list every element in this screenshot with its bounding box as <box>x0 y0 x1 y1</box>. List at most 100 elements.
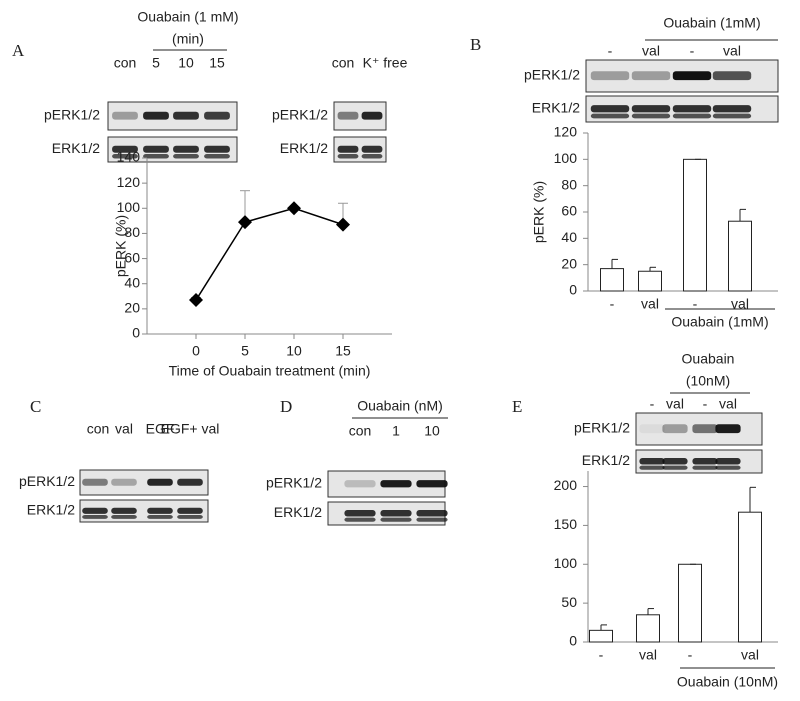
band <box>82 507 108 514</box>
band <box>631 71 671 81</box>
lane-label: val <box>723 43 741 59</box>
band <box>112 111 138 120</box>
band <box>416 510 448 517</box>
lane-label: val <box>642 43 660 59</box>
row-label: ERK1/2 <box>274 504 322 520</box>
lane-label: con <box>87 421 110 437</box>
blot-header: Ouabain (1 mM) <box>137 9 238 25</box>
band <box>337 145 359 153</box>
band <box>692 465 718 470</box>
band <box>712 71 752 81</box>
lane-label: 10 <box>424 423 440 439</box>
lane-label: - <box>650 396 655 412</box>
lane-label: val <box>666 396 684 412</box>
band <box>416 517 448 522</box>
band <box>416 480 448 488</box>
band <box>173 111 199 120</box>
band <box>111 478 137 486</box>
band <box>631 113 671 119</box>
blot-header: (10nM) <box>686 373 730 389</box>
x-axis-label: Time of Ouabain treatment (min) <box>169 363 371 379</box>
band <box>662 424 688 434</box>
band <box>147 478 173 486</box>
band <box>337 154 359 159</box>
band <box>361 111 383 120</box>
band <box>177 507 203 514</box>
band <box>204 154 230 159</box>
marker <box>336 217 350 232</box>
band <box>672 105 712 113</box>
y-tick-label: 40 <box>124 274 140 290</box>
bar <box>589 629 613 643</box>
bar <box>636 614 660 643</box>
panel-letter: E <box>512 397 522 416</box>
band <box>662 458 688 465</box>
y-tick-label: 120 <box>117 174 141 190</box>
blot-header: Ouabain (nM) <box>357 398 443 414</box>
x-tick-label: - <box>599 647 604 663</box>
band <box>147 514 173 519</box>
marker <box>287 201 301 216</box>
y-tick-label: 0 <box>569 633 577 649</box>
y-tick-label: 0 <box>132 325 140 341</box>
bar <box>600 268 624 292</box>
band <box>712 113 752 119</box>
band <box>111 514 137 519</box>
band <box>672 113 712 119</box>
x-tick-label: val <box>741 647 759 663</box>
band <box>590 71 630 81</box>
row-label: pERK1/2 <box>272 107 328 123</box>
panel-letter: C <box>30 397 41 416</box>
band <box>143 111 169 120</box>
row-label: ERK1/2 <box>52 140 100 156</box>
row-label: pERK1/2 <box>574 420 630 436</box>
band <box>715 458 741 465</box>
band <box>639 465 665 470</box>
y-tick-label: 40 <box>561 229 577 245</box>
band <box>173 154 199 159</box>
band <box>82 514 108 519</box>
band <box>639 458 665 465</box>
bar <box>678 563 702 643</box>
band <box>692 424 718 434</box>
lane-label: EGF+ val <box>161 421 220 437</box>
y-tick-label: 100 <box>554 555 578 571</box>
band <box>177 478 203 486</box>
band <box>173 145 199 153</box>
band <box>361 145 383 153</box>
band <box>662 465 688 470</box>
bar <box>638 270 662 292</box>
lane-label: con <box>349 423 372 439</box>
marker <box>238 215 252 230</box>
bar <box>683 158 707 292</box>
y-tick-label: 100 <box>117 199 141 215</box>
lane-label: val <box>115 421 133 437</box>
band <box>344 480 376 488</box>
y-tick-label: 20 <box>561 255 577 271</box>
x-tick-label: - <box>693 296 698 312</box>
band <box>204 111 230 120</box>
band <box>361 154 383 159</box>
y-tick-label: 60 <box>561 203 577 219</box>
y-tick-label: 120 <box>554 124 578 140</box>
line <box>195 207 344 301</box>
x-tick-label: 5 <box>241 343 249 359</box>
bar <box>728 220 752 292</box>
y-tick-label: 150 <box>554 516 578 532</box>
band <box>112 154 138 159</box>
band <box>712 105 752 113</box>
band <box>143 145 169 153</box>
blot-header: (min) <box>172 31 204 47</box>
band <box>380 510 412 517</box>
y-tick-label: 20 <box>124 300 140 316</box>
lane-label: con <box>332 55 355 71</box>
band <box>204 145 230 153</box>
band <box>631 105 671 113</box>
x-tick-label: - <box>688 647 693 663</box>
lane-label: K⁺ free <box>363 55 408 71</box>
band <box>82 478 108 486</box>
marker <box>189 293 203 308</box>
panel-letter: B <box>470 35 481 54</box>
y-tick-label: 60 <box>124 249 140 265</box>
x-tick-label: val <box>731 296 749 312</box>
